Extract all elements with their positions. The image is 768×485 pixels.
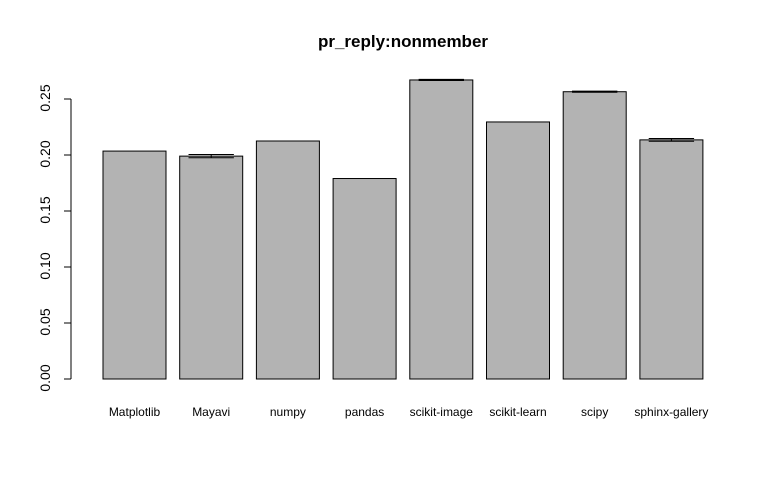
bar-sphinx-gallery <box>639 139 704 380</box>
x-tick-label: sphinx-gallery <box>634 405 708 419</box>
bar-numpy <box>255 140 320 380</box>
bars-layer <box>102 79 704 380</box>
y-tick-label: 0.00 <box>37 364 53 391</box>
y-tick-label: 0.15 <box>37 196 53 223</box>
y-tick-label: 0.20 <box>37 140 53 167</box>
x-tick-label: scikit-learn <box>489 405 546 419</box>
x-tick-label: pandas <box>345 405 384 419</box>
y-axis: 0.00 0.05 0.10 0.15 0.20 0.25 <box>37 84 72 392</box>
x-axis-labels: Matplotlib Mayavi numpy pandas scikit-image s… <box>109 405 709 419</box>
x-tick-label: scipy <box>581 405 608 419</box>
bar-scipy <box>562 91 627 380</box>
error-bar-scikit-image <box>418 78 464 82</box>
bar-pandas <box>332 178 397 380</box>
error-bar-mayavi <box>188 153 234 159</box>
x-tick-label: scikit-image <box>410 405 474 419</box>
x-tick-label: Mayavi <box>192 405 230 419</box>
error-bars-layer <box>188 78 695 159</box>
bar-scikit-image <box>409 79 474 380</box>
y-tick-label: 0.10 <box>37 252 53 279</box>
bar-matplotlib <box>102 150 167 380</box>
chart-title: pr_reply:nonmember <box>318 32 488 51</box>
x-tick-label: Matplotlib <box>109 405 161 419</box>
y-tick-label: 0.05 <box>37 308 53 335</box>
y-tick-label: 0.25 <box>37 84 53 111</box>
bar-scikit-learn <box>486 121 550 380</box>
error-bar-scipy <box>572 90 618 93</box>
error-bar-sphinx-gallery <box>648 138 695 142</box>
x-tick-label: numpy <box>270 405 306 419</box>
bar-mayavi <box>179 155 244 380</box>
